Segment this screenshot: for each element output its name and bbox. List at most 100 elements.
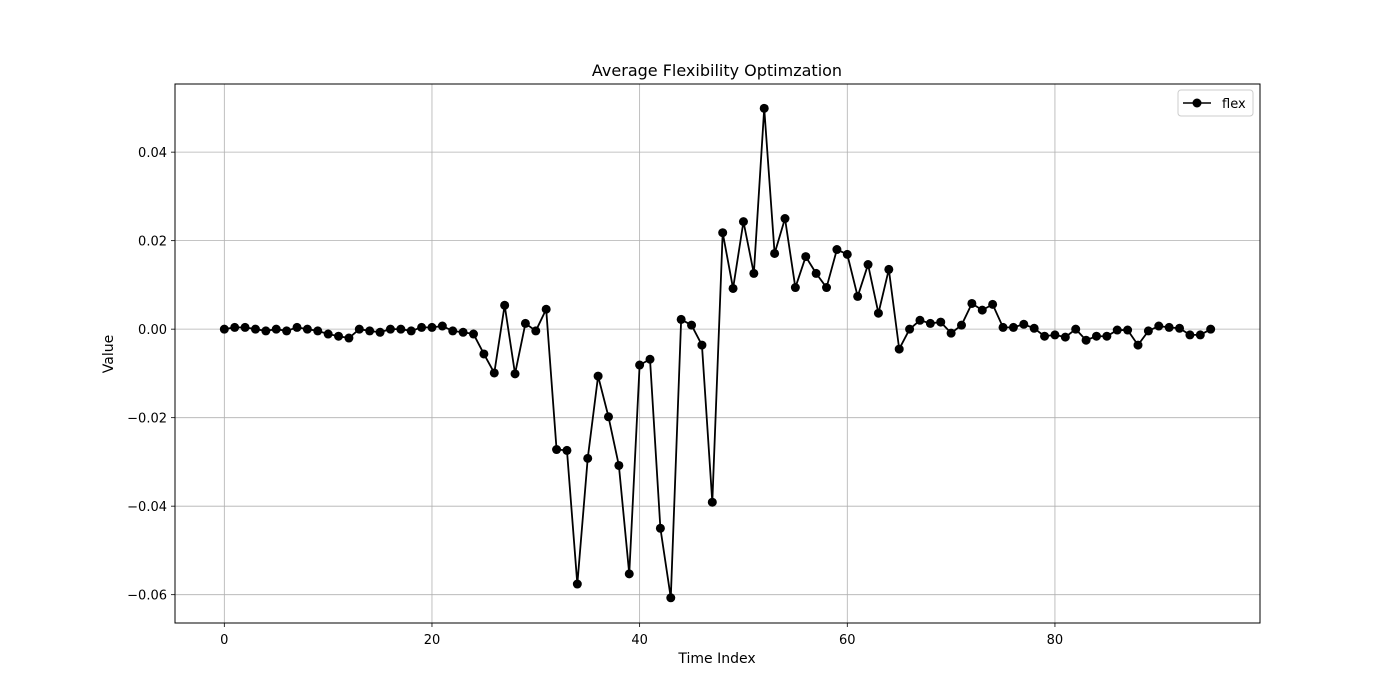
data-point: [603, 412, 613, 422]
data-point: [1112, 325, 1122, 335]
data-point: [385, 324, 395, 334]
data-point: [790, 283, 800, 293]
x-axis-label: Time Index: [677, 651, 755, 667]
data-point: [842, 249, 852, 259]
data-point: [759, 103, 769, 113]
x-tick-label: 80: [1047, 633, 1064, 648]
data-point: [977, 305, 987, 315]
data-point: [583, 453, 593, 463]
data-point: [894, 344, 904, 354]
data-point: [479, 349, 489, 359]
data-point: [645, 354, 655, 364]
y-tick-label: 0.02: [138, 235, 167, 250]
data-point: [261, 326, 271, 336]
data-point: [998, 322, 1008, 332]
data-point: [240, 322, 250, 332]
data-point: [925, 318, 935, 328]
data-point: [469, 329, 478, 339]
chart-title: Average Flexibility Optimzation: [592, 61, 842, 80]
data-point: [334, 331, 344, 341]
data-point: [489, 368, 499, 378]
data-point: [1060, 332, 1070, 342]
data-point: [1185, 330, 1195, 340]
legend-box: [1177, 89, 1254, 117]
data-point: [1143, 326, 1153, 336]
data-point: [292, 322, 302, 332]
data-point: [1133, 340, 1143, 350]
data-point: [541, 304, 551, 314]
data-point: [853, 291, 863, 301]
series-flex: [219, 103, 1216, 603]
data-point: [770, 248, 780, 258]
y-tick-label: −0.06: [127, 589, 167, 604]
data-point: [905, 324, 915, 334]
data-point: [510, 369, 520, 379]
data-point: [873, 308, 883, 318]
legend-label-flex: flex: [1222, 97, 1246, 112]
data-point: [666, 593, 676, 603]
data-point: [957, 320, 966, 330]
data-point: [1123, 325, 1133, 335]
data-point: [1164, 322, 1174, 332]
x-axis: 0 20 40 60 80: [220, 623, 1063, 648]
data-point: [635, 360, 645, 370]
x-tick-label: 60: [839, 633, 856, 648]
data-point: [344, 333, 354, 343]
data-point: [884, 264, 894, 274]
data-point: [749, 268, 759, 278]
data-point: [988, 299, 998, 309]
data-point: [354, 324, 364, 334]
data-point: [531, 326, 541, 336]
data-point: [687, 320, 697, 330]
data-point: [323, 329, 333, 339]
data-point: [1206, 324, 1216, 334]
data-point: [936, 317, 946, 327]
data-point: [707, 497, 717, 507]
data-point: [427, 322, 437, 332]
data-point: [1091, 331, 1101, 341]
data-point: [593, 371, 603, 381]
data-point: [458, 327, 468, 337]
data-point: [219, 324, 229, 334]
data-point: [250, 324, 260, 334]
data-point: [230, 322, 240, 332]
y-tick-label: 0.04: [138, 146, 167, 161]
data-point: [572, 579, 582, 589]
data-point: [1050, 330, 1060, 340]
data-point: [614, 460, 624, 470]
data-point: [728, 283, 738, 293]
x-tick-label: 20: [424, 633, 441, 648]
data-point: [1081, 335, 1091, 345]
data-point: [1195, 330, 1205, 340]
data-point: [822, 283, 832, 293]
data-point: [1040, 331, 1050, 341]
legend-marker-swatch: [1192, 98, 1202, 108]
data-point: [1102, 331, 1112, 341]
data-point: [396, 324, 406, 334]
y-tick-label: −0.04: [127, 500, 167, 515]
data-point: [520, 318, 530, 328]
data-point: [437, 321, 447, 331]
data-point: [282, 326, 292, 336]
data-point: [562, 445, 572, 455]
data-point: [417, 322, 427, 332]
data-point: [811, 268, 821, 278]
data-point: [1029, 323, 1039, 333]
data-point: [313, 326, 323, 336]
data-point: [1175, 323, 1185, 333]
data-point: [1071, 324, 1081, 334]
data-point: [915, 315, 925, 325]
data-point: [967, 298, 977, 308]
data-point: [863, 260, 873, 270]
x-tick-label: 40: [631, 633, 648, 648]
data-point: [801, 252, 811, 262]
data-point: [832, 245, 842, 255]
data-point: [448, 326, 458, 336]
data-point: [624, 569, 634, 579]
y-tick-label: 0.00: [138, 323, 167, 338]
data-point: [1008, 322, 1018, 332]
data-point: [1019, 319, 1029, 329]
data-point: [552, 445, 562, 455]
data-point: [365, 326, 375, 336]
data-point: [718, 228, 728, 238]
